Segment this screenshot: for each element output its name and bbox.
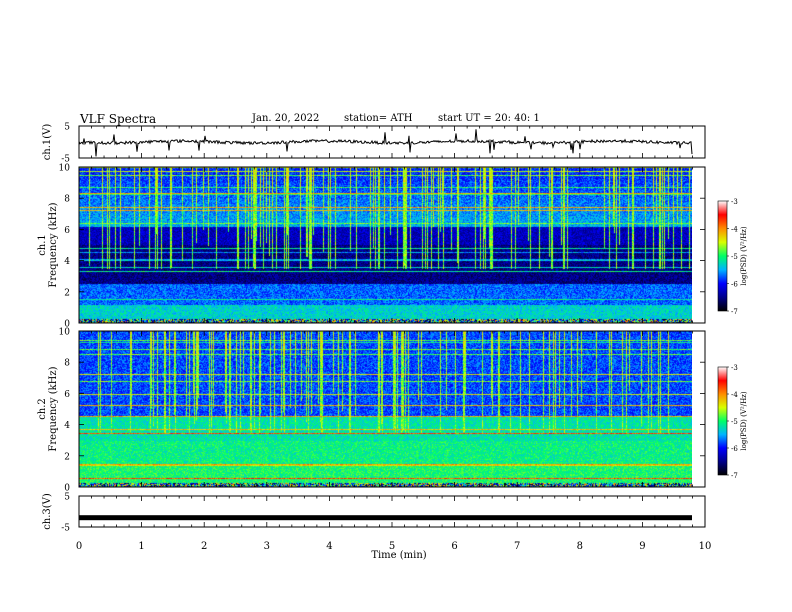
y-tick-label: 4: [64, 257, 70, 267]
x-tick-label: 3: [264, 541, 270, 552]
y-axis-label-line: ch.1(V): [42, 124, 53, 161]
x-tick-label: 7: [514, 541, 520, 552]
spectrogram-image: [79, 167, 692, 323]
ch3-waveform-line: [79, 515, 692, 521]
y-axis-label-line: Frequency (kHz): [48, 202, 59, 287]
x-tick-label: 9: [639, 541, 645, 552]
x-tick-label: 8: [577, 541, 583, 552]
colorbar-tick-label: -6: [731, 445, 738, 453]
date-label: Jan. 20, 2022: [252, 113, 320, 124]
y-tick-label: 10: [59, 164, 71, 174]
y-axis-label: ch.2Frequency (kHz): [37, 366, 59, 451]
x-tick-label: 10: [699, 541, 712, 552]
y-tick-label: 5: [64, 493, 70, 503]
x-tick-label: 2: [201, 541, 207, 552]
y-tick-label: 6: [64, 390, 70, 400]
x-tick-label: 4: [326, 541, 332, 552]
y-tick-label: 4: [64, 421, 70, 431]
y-axis-label: ch.3(V): [42, 493, 53, 530]
y-tick-label: 8: [64, 359, 70, 369]
ch1-waveform-line: [78, 129, 693, 157]
colorbar-tick-label: -3: [731, 198, 738, 206]
station-label: station= ATH: [344, 113, 413, 124]
x-axis-label: Time (min): [371, 550, 426, 561]
colorbar-label: log(PSD) (V²/Hz): [740, 391, 748, 450]
y-tick-label: 6: [64, 226, 70, 236]
y-axis-label: ch.1(V): [42, 124, 53, 161]
x-tick-label: 0: [76, 541, 82, 552]
y-tick-label: 0: [64, 320, 70, 330]
x-tick-label: 6: [451, 541, 457, 552]
colorbar-tick-label: -4: [731, 391, 738, 399]
y-tick-label: 2: [64, 452, 70, 462]
colorbar-tick-label: -7: [731, 472, 738, 480]
chart-title: VLF Spectra: [80, 112, 157, 126]
colorbar-tick-label: -3: [731, 364, 738, 372]
x-tick-label: 5: [389, 541, 395, 552]
colorbar-tick-label: -6: [731, 281, 738, 289]
y-axis-label-line: Frequency (kHz): [48, 366, 59, 451]
y-axis-label-line: ch.2: [37, 398, 48, 420]
x-tick-label: 1: [138, 541, 144, 552]
y-tick-label: 0: [64, 484, 70, 494]
y-tick-label: 5: [64, 123, 70, 133]
y-axis-label: ch.1Frequency (kHz): [37, 202, 59, 287]
colorbar-tick-label: -7: [731, 308, 738, 316]
y-tick-label: 10: [59, 328, 71, 338]
colorbar-tick-label: -4: [731, 226, 738, 234]
start-time-label: start UT = 20: 40: 1: [438, 113, 540, 124]
y-tick-label: -5: [61, 155, 70, 165]
y-axis-label-line: ch.1: [37, 234, 48, 256]
y-tick-label: 8: [64, 195, 70, 205]
spectrogram-image: [79, 331, 692, 487]
colorbar-label: log(PSD) (V²/Hz): [740, 226, 748, 285]
colorbar-tick-label: -5: [731, 253, 738, 261]
colorbar-tick-label: -5: [731, 418, 738, 426]
colorbar: [717, 200, 728, 312]
colorbar: [717, 366, 728, 476]
y-axis-label-line: ch.3(V): [42, 493, 53, 530]
y-tick-label: 2: [64, 288, 70, 298]
y-tick-label: -5: [61, 524, 70, 534]
